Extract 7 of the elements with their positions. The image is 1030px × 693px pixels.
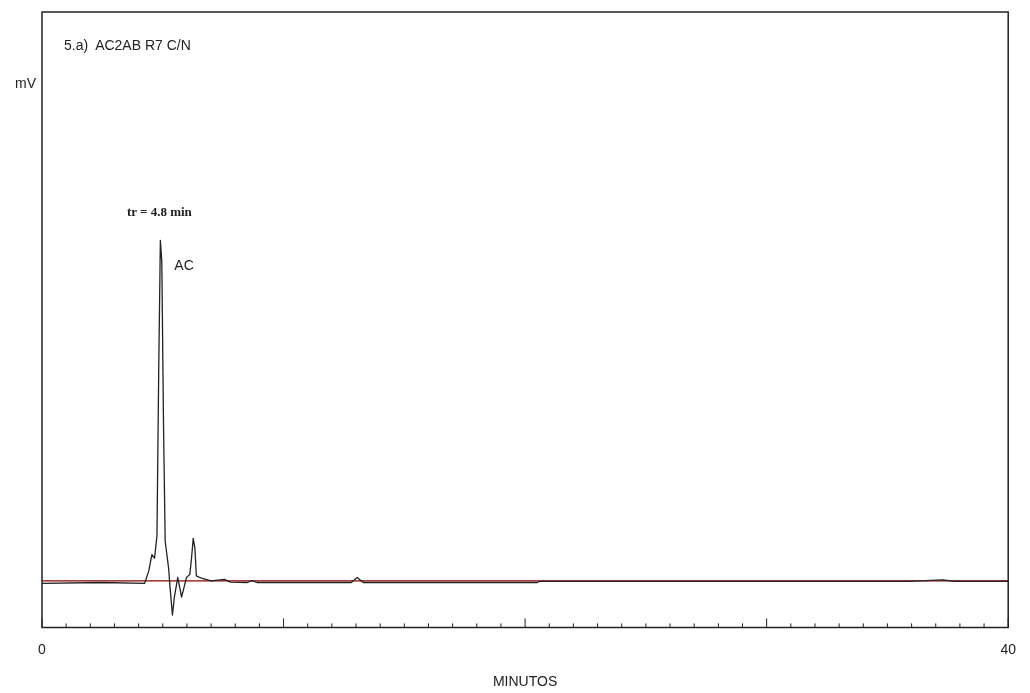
x-axis-title: MINUTOS <box>492 673 558 690</box>
annotation: tr = 4.8 min <box>126 203 193 219</box>
x-tick-label: 0 <box>38 640 47 657</box>
annotation: AC <box>174 257 194 274</box>
chart-title: 5.a) AC2AB R7 C/N <box>64 36 191 53</box>
text: mV <box>15 74 37 91</box>
x-tick-label: 40 <box>1000 640 1017 657</box>
